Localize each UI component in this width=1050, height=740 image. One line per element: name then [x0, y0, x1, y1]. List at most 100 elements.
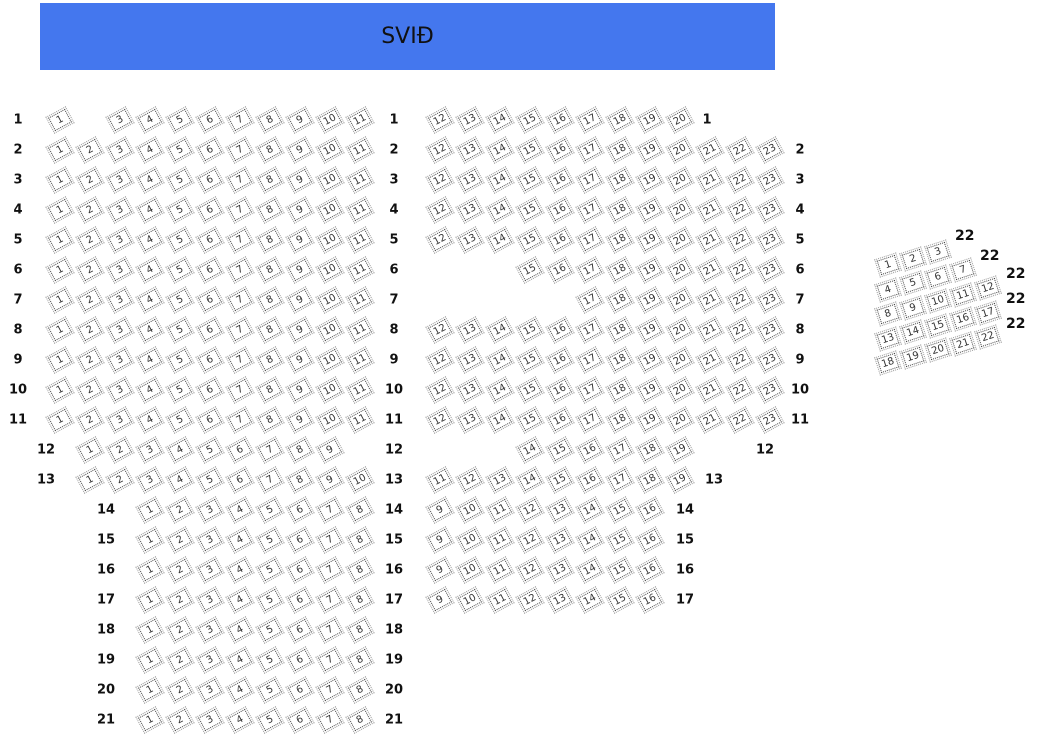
- seat-icon[interactable]: 13: [455, 315, 485, 345]
- seat-icon[interactable]: 2: [75, 285, 105, 315]
- seat-icon[interactable]: 11: [345, 225, 375, 255]
- seat-icon[interactable]: 2: [165, 615, 195, 645]
- seat-icon[interactable]: 6: [225, 465, 255, 495]
- seat-icon[interactable]: 12: [425, 225, 455, 255]
- seat-icon[interactable]: 11: [425, 465, 455, 495]
- seat-icon[interactable]: 3: [105, 285, 135, 315]
- seat-icon[interactable]: 6: [195, 225, 225, 255]
- seat-icon[interactable]: 9: [285, 315, 315, 345]
- seat-icon[interactable]: 9: [285, 255, 315, 285]
- seat-icon[interactable]: 21: [695, 255, 725, 285]
- seat-icon[interactable]: 15: [545, 465, 575, 495]
- seat-icon[interactable]: 20: [665, 345, 695, 375]
- seat-icon[interactable]: 5: [165, 255, 195, 285]
- seat-icon[interactable]: 14: [515, 465, 545, 495]
- seat-icon[interactable]: 15: [515, 315, 545, 345]
- seat-icon[interactable]: 2: [165, 645, 195, 675]
- seat-icon[interactable]: 11: [485, 585, 515, 615]
- seat-icon[interactable]: 11: [345, 165, 375, 195]
- seat-icon[interactable]: 11: [345, 375, 375, 405]
- seat-icon[interactable]: 20: [665, 165, 695, 195]
- seat-icon[interactable]: 23: [755, 225, 785, 255]
- seat-icon[interactable]: 10: [315, 225, 345, 255]
- seat-icon[interactable]: 19: [665, 465, 695, 495]
- seat-icon[interactable]: 4: [225, 555, 255, 585]
- seat-icon[interactable]: 10: [315, 195, 345, 225]
- seat-icon[interactable]: 8: [345, 495, 375, 525]
- seat-icon[interactable]: 8: [255, 375, 285, 405]
- seat-icon[interactable]: 11: [949, 281, 977, 308]
- seat-icon[interactable]: 20: [665, 285, 695, 315]
- seat-icon[interactable]: 5: [255, 645, 285, 675]
- seat-icon[interactable]: 6: [285, 675, 315, 705]
- seat-icon[interactable]: 7: [225, 345, 255, 375]
- seat-icon[interactable]: 7: [315, 555, 345, 585]
- seat-icon[interactable]: 17: [575, 165, 605, 195]
- seat-icon[interactable]: 11: [345, 315, 375, 345]
- seat-icon[interactable]: 14: [485, 315, 515, 345]
- seat-icon[interactable]: 2: [165, 675, 195, 705]
- seat-icon[interactable]: 9: [899, 294, 927, 321]
- seat-icon[interactable]: 8: [255, 165, 285, 195]
- seat-icon[interactable]: 4: [135, 285, 165, 315]
- seat-icon[interactable]: 23: [755, 165, 785, 195]
- seat-icon[interactable]: 1: [45, 225, 75, 255]
- seat-icon[interactable]: 23: [755, 135, 785, 165]
- seat-icon[interactable]: 18: [635, 435, 665, 465]
- seat-icon[interactable]: 18: [605, 375, 635, 405]
- seat-icon[interactable]: 3: [105, 165, 135, 195]
- seat-icon[interactable]: 13: [545, 495, 575, 525]
- seat-icon[interactable]: 3: [105, 405, 135, 435]
- seat-icon[interactable]: 22: [725, 345, 755, 375]
- seat-icon[interactable]: 21: [695, 405, 725, 435]
- seat-icon[interactable]: 9: [315, 435, 345, 465]
- seat-icon[interactable]: 6: [225, 435, 255, 465]
- seat-icon[interactable]: 12: [455, 465, 485, 495]
- seat-icon[interactable]: 19: [635, 195, 665, 225]
- seat-icon[interactable]: 7: [315, 495, 345, 525]
- seat-icon[interactable]: 3: [195, 705, 225, 735]
- seat-icon[interactable]: 7: [255, 465, 285, 495]
- seat-icon[interactable]: 10: [315, 105, 345, 135]
- seat-icon[interactable]: 15: [545, 435, 575, 465]
- seat-icon[interactable]: 16: [545, 165, 575, 195]
- seat-icon[interactable]: 12: [515, 495, 545, 525]
- seat-icon[interactable]: 19: [635, 405, 665, 435]
- seat-icon[interactable]: 10: [455, 495, 485, 525]
- seat-icon[interactable]: 4: [165, 435, 195, 465]
- seat-icon[interactable]: 11: [345, 285, 375, 315]
- seat-icon[interactable]: 6: [195, 405, 225, 435]
- seat-icon[interactable]: 6: [285, 555, 315, 585]
- seat-icon[interactable]: 18: [874, 350, 902, 376]
- seat-icon[interactable]: 23: [755, 195, 785, 225]
- seat-icon[interactable]: 1: [45, 285, 75, 315]
- seat-icon[interactable]: 3: [105, 225, 135, 255]
- seat-icon[interactable]: 17: [575, 375, 605, 405]
- seat-icon[interactable]: 8: [285, 435, 315, 465]
- seat-icon[interactable]: 2: [165, 585, 195, 615]
- seat-icon[interactable]: 2: [75, 165, 105, 195]
- seat-icon[interactable]: 1: [135, 645, 165, 675]
- seat-icon[interactable]: 16: [635, 495, 665, 525]
- seat-icon[interactable]: 21: [695, 315, 725, 345]
- seat-icon[interactable]: 16: [949, 306, 977, 332]
- seat-icon[interactable]: 6: [285, 645, 315, 675]
- seat-icon[interactable]: 17: [575, 345, 605, 375]
- seat-icon[interactable]: 12: [425, 315, 455, 345]
- seat-icon[interactable]: 2: [75, 195, 105, 225]
- seat-icon[interactable]: 12: [515, 585, 545, 615]
- seat-icon[interactable]: 1: [45, 405, 75, 435]
- seat-icon[interactable]: 4: [135, 105, 165, 135]
- seat-icon[interactable]: 17: [605, 465, 635, 495]
- seat-icon[interactable]: 15: [924, 312, 952, 339]
- seat-icon[interactable]: 10: [345, 465, 375, 495]
- seat-icon[interactable]: 20: [665, 135, 695, 165]
- seat-icon[interactable]: 5: [165, 135, 195, 165]
- seat-icon[interactable]: 17: [575, 255, 605, 285]
- seat-icon[interactable]: 8: [255, 105, 285, 135]
- seat-icon[interactable]: 15: [515, 135, 545, 165]
- seat-icon[interactable]: 5: [255, 585, 285, 615]
- seat-icon[interactable]: 13: [455, 225, 485, 255]
- seat-icon[interactable]: 17: [605, 435, 635, 465]
- seat-icon[interactable]: 19: [635, 345, 665, 375]
